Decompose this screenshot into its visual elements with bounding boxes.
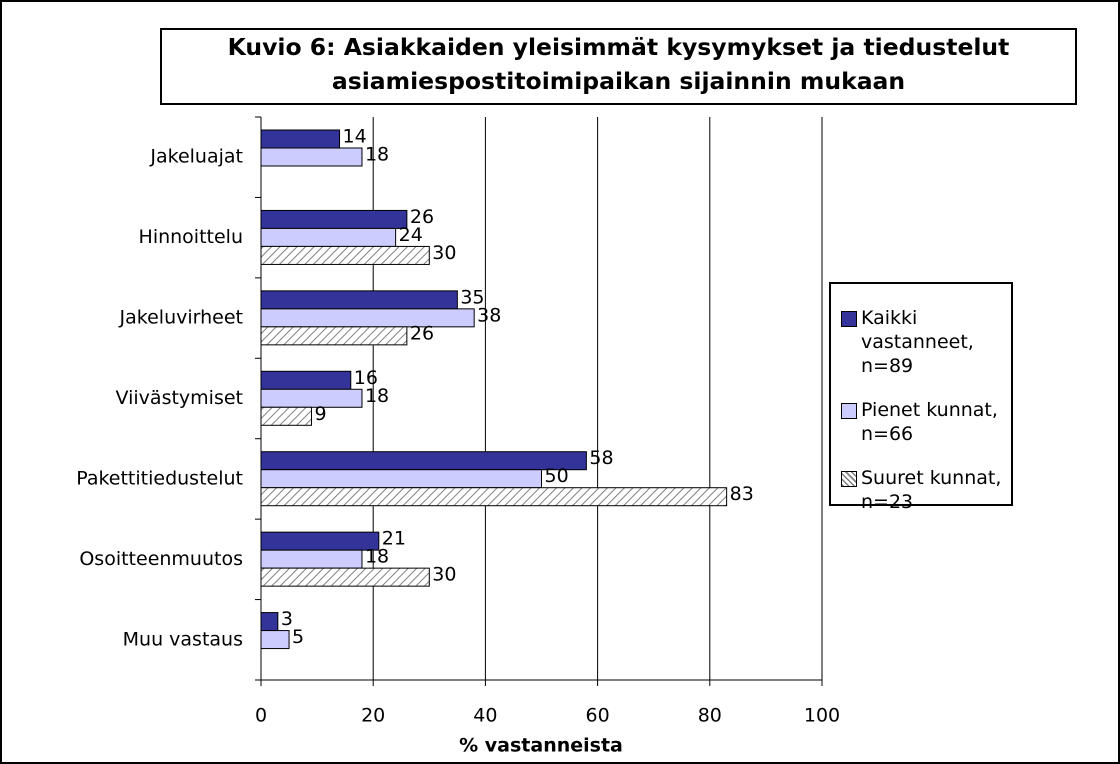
legend-swatch [841, 471, 857, 487]
data-label: 24 [399, 224, 423, 246]
x-tick-label: 0 [255, 705, 267, 727]
bar [260, 451, 587, 471]
data-label: 38 [477, 304, 501, 326]
y-tick-label: Jakeluvirheet [119, 307, 243, 329]
y-tick-label: Viivästymiset [116, 387, 243, 409]
x-tick-label: 60 [586, 705, 610, 727]
bar [260, 531, 380, 551]
data-label: 3 [281, 608, 293, 630]
bar [260, 567, 430, 587]
y-tick-label: Jakeluajat [149, 146, 243, 168]
bar [260, 549, 363, 569]
data-label: 21 [382, 528, 406, 550]
legend-item: Suuret kunnat, n=23 [841, 466, 1011, 514]
bar [260, 129, 341, 149]
x-tick-label: 40 [473, 705, 497, 727]
legend: Kaikki vastanneet, n=89 Pienet kunnat, n=… [829, 282, 1013, 513]
data-label: 14 [343, 126, 367, 148]
legend-label: Pienet kunnat, n=66 [861, 399, 998, 445]
data-label: 30 [432, 242, 456, 264]
legend-swatch [841, 311, 857, 327]
bar [260, 406, 312, 426]
data-label: 16 [354, 367, 378, 389]
data-label: 18 [365, 144, 389, 166]
bar [260, 388, 363, 408]
data-label: 9 [314, 403, 326, 425]
data-label: 5 [292, 626, 304, 648]
data-label: 18 [365, 546, 389, 568]
x-tick-label: 20 [361, 705, 385, 727]
bar [260, 245, 430, 265]
data-label: 58 [589, 447, 613, 469]
bar [260, 469, 542, 489]
bar [260, 227, 397, 247]
bar [260, 290, 458, 310]
legend-item: Kaikki vastanneet, n=89 [841, 306, 1011, 378]
y-tick-label: Hinnoittelu [139, 226, 243, 248]
bar [260, 370, 352, 390]
legend-label: Kaikki vastanneet, n=89 [861, 307, 974, 377]
bar [260, 487, 728, 507]
data-label: 26 [410, 206, 434, 228]
bar [260, 209, 408, 229]
y-tick-label: Osoitteenmuutos [79, 548, 243, 570]
y-tick-label: Muu vastaus [123, 628, 243, 650]
bar [260, 630, 290, 650]
bar [260, 612, 279, 632]
bar [260, 308, 475, 328]
legend-swatch [841, 403, 857, 419]
bar [260, 326, 408, 346]
legend-item: Pienet kunnat, n=66 [841, 398, 1011, 446]
x-tick-label: 100 [804, 705, 840, 727]
x-tick-label: 80 [698, 705, 722, 727]
data-label: 83 [730, 483, 754, 505]
data-label: 26 [410, 322, 434, 344]
y-tick-label: Pakettitiedustelut [76, 467, 243, 489]
data-label: 30 [432, 564, 456, 586]
legend-label: Suuret kunnat, n=23 [861, 467, 1002, 513]
chart-title: Kuvio 6: Asiakkaiden yleisimmät kysymyks… [160, 28, 1077, 105]
data-label: 35 [460, 286, 484, 308]
data-label: 18 [365, 385, 389, 407]
bar [260, 147, 363, 167]
x-axis-title: % vastanneista [459, 735, 623, 757]
data-label: 50 [545, 465, 569, 487]
